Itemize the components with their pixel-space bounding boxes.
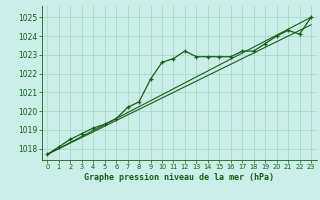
- X-axis label: Graphe pression niveau de la mer (hPa): Graphe pression niveau de la mer (hPa): [84, 173, 274, 182]
